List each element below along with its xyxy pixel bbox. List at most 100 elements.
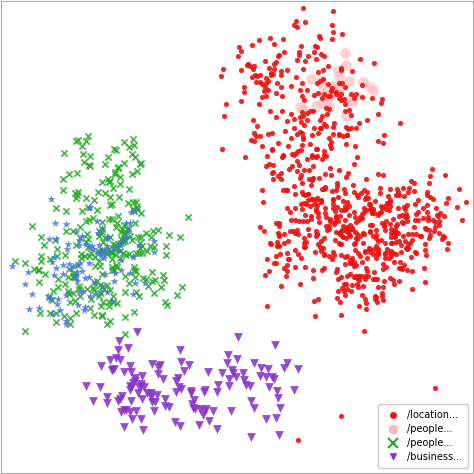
Point: [290, 124, 297, 132]
Point: [288, 163, 296, 170]
Point: [445, 239, 452, 247]
Point: [120, 229, 128, 237]
Point: [54, 300, 61, 308]
Point: [73, 310, 80, 317]
Point: [343, 234, 350, 242]
Point: [99, 224, 106, 231]
Point: [287, 227, 294, 235]
Point: [355, 283, 362, 291]
Point: [133, 168, 141, 175]
Point: [115, 212, 122, 220]
Point: [140, 383, 147, 391]
Point: [352, 213, 359, 221]
Point: [84, 132, 92, 140]
Point: [100, 298, 107, 305]
Point: [270, 161, 277, 169]
Point: [324, 92, 331, 100]
Point: [342, 107, 349, 115]
Point: [320, 151, 328, 159]
Point: [86, 292, 93, 299]
Point: [89, 214, 97, 222]
Point: [118, 256, 125, 264]
Point: [86, 162, 94, 170]
Point: [90, 278, 98, 285]
Point: [237, 66, 245, 73]
Point: [128, 171, 136, 178]
Point: [372, 242, 379, 249]
Point: [399, 265, 406, 273]
Point: [47, 295, 55, 302]
Point: [328, 84, 336, 92]
Point: [284, 255, 292, 263]
Point: [296, 113, 304, 121]
Point: [395, 212, 403, 220]
Point: [129, 290, 137, 298]
Point: [331, 236, 339, 244]
Point: [407, 178, 414, 185]
Point: [326, 225, 333, 232]
Point: [35, 278, 43, 286]
Point: [98, 246, 106, 253]
Point: [401, 205, 409, 213]
Point: [318, 94, 326, 102]
Point: [317, 34, 324, 42]
Point: [273, 387, 281, 395]
Point: [136, 241, 143, 248]
Point: [309, 174, 317, 182]
Point: [377, 202, 384, 210]
Point: [95, 257, 102, 264]
Point: [345, 230, 353, 237]
Point: [77, 234, 84, 242]
Point: [139, 274, 146, 282]
Point: [392, 228, 400, 236]
Point: [235, 43, 243, 51]
Point: [107, 317, 114, 325]
Point: [307, 215, 315, 222]
Point: [106, 245, 113, 253]
Point: [37, 257, 45, 265]
Point: [408, 236, 416, 244]
Point: [339, 132, 346, 140]
Point: [298, 109, 306, 116]
Point: [386, 197, 393, 204]
Point: [326, 141, 333, 149]
Point: [103, 399, 111, 407]
Point: [321, 183, 328, 191]
Point: [93, 218, 100, 225]
Point: [151, 398, 159, 405]
Point: [191, 396, 198, 404]
Point: [421, 246, 429, 254]
Point: [174, 374, 182, 382]
Point: [101, 234, 109, 242]
Point: [274, 241, 282, 249]
Point: [271, 375, 278, 383]
Point: [282, 272, 290, 280]
Point: [341, 217, 348, 224]
Point: [84, 235, 92, 243]
Point: [109, 366, 116, 374]
Point: [319, 99, 326, 107]
Point: [321, 170, 328, 178]
Point: [352, 124, 360, 132]
Point: [310, 266, 317, 274]
Point: [308, 175, 316, 182]
Point: [361, 272, 369, 280]
Point: [113, 299, 121, 306]
Point: [130, 263, 137, 271]
Point: [48, 296, 55, 303]
Point: [340, 198, 347, 205]
Point: [127, 368, 135, 375]
Point: [341, 84, 348, 91]
Point: [352, 246, 359, 254]
Point: [347, 287, 355, 294]
Point: [359, 79, 366, 86]
Point: [40, 241, 47, 249]
Point: [330, 195, 337, 203]
Point: [88, 242, 96, 249]
Point: [116, 395, 124, 402]
Point: [127, 208, 135, 215]
Point: [163, 243, 170, 250]
Point: [227, 407, 234, 415]
Point: [329, 204, 337, 211]
Point: [400, 203, 408, 210]
